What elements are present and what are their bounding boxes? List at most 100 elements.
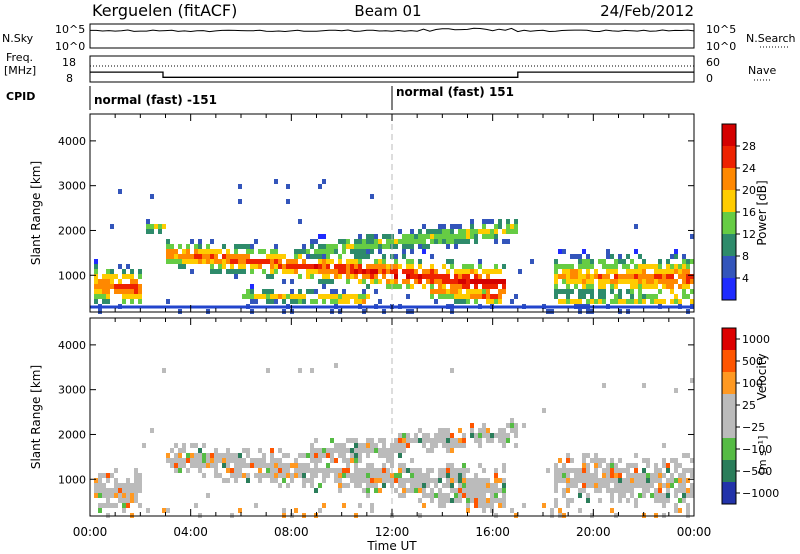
power-cell-352	[338, 299, 342, 304]
velocity-cell-347	[366, 463, 370, 468]
velocity-cell-610	[486, 438, 490, 443]
power-cell-549	[430, 279, 434, 284]
velocity-cell-338	[362, 448, 366, 453]
power-cell-12	[98, 294, 102, 299]
velocity-cell-33	[118, 483, 122, 488]
power-cell-796	[582, 264, 586, 269]
power-cell-346	[338, 254, 342, 259]
power-cell-921	[646, 294, 650, 299]
power-cell-315	[322, 284, 326, 289]
velocity-cell-614	[486, 498, 490, 503]
velocity-cell-644	[502, 463, 506, 468]
power-cell-753	[558, 299, 562, 304]
velocity-cell-244	[310, 453, 314, 458]
power-cell-194	[258, 249, 262, 254]
velocity-cell-853	[662, 463, 666, 468]
velocity-cell-517	[446, 478, 450, 483]
power-cell-301	[318, 264, 322, 269]
power-cell-658	[474, 269, 478, 274]
velocity-cell-94	[190, 443, 194, 448]
power-cell-372	[350, 249, 354, 254]
velocity-cell-55	[134, 473, 138, 478]
power-cell-889	[630, 289, 634, 294]
velocity-cell-672	[554, 468, 558, 473]
velocity-cell-302	[342, 483, 346, 488]
power-cell-838	[602, 289, 606, 294]
velocity-cell-191	[270, 473, 274, 478]
power-cell-292	[314, 269, 318, 274]
velocity-cell-164	[246, 473, 250, 478]
power-cell-173	[246, 249, 250, 254]
power-cell-328	[330, 249, 334, 254]
power-cell-106	[190, 239, 194, 244]
velocity-cell-313	[350, 453, 354, 458]
velocity-cell-369	[374, 483, 378, 488]
power-cell-140	[218, 269, 222, 274]
velocity-cell-118	[210, 453, 214, 458]
velocity-cell-323	[354, 468, 358, 473]
power-cell-116	[198, 249, 202, 254]
velocity-cell-433	[406, 478, 410, 483]
power-cell-54	[130, 274, 134, 279]
velocity-cell-157	[242, 448, 246, 453]
velocity-cell-479	[430, 478, 434, 483]
velocity-cell-848	[658, 488, 662, 493]
velocity-cell-71	[166, 453, 170, 458]
velocity-cell-695	[566, 473, 570, 478]
velocity-cell-722	[582, 483, 586, 488]
velocity-cell-594	[478, 493, 482, 498]
power-cell-428	[370, 274, 374, 279]
velocity-cell-194	[274, 463, 278, 468]
power-cell-483	[398, 264, 402, 269]
velocity-cell-389	[386, 458, 390, 463]
power-cell-567	[438, 284, 442, 289]
power-colorbar-label-6: 28	[742, 140, 756, 153]
velocity-cell-680	[558, 468, 562, 473]
velocity-cell-106	[198, 463, 202, 468]
power-cell-820	[590, 294, 594, 299]
power-cell-832	[598, 299, 602, 304]
power-cell-382	[354, 259, 358, 264]
power-cell-895	[634, 269, 638, 274]
power-cell-486	[402, 234, 406, 239]
velocity-cell-616	[490, 433, 494, 438]
velocity-cell-84	[178, 458, 182, 463]
velocity-cell-67	[146, 508, 150, 513]
power-cell-110	[194, 244, 198, 249]
velocity-cell-824	[642, 493, 646, 498]
velocity-cell-867	[670, 458, 674, 463]
power-cell-936	[658, 264, 662, 269]
power-cell-519	[414, 279, 418, 284]
velocity-cell-651	[502, 503, 506, 508]
power-cell-122	[206, 244, 210, 249]
power-cell-349	[338, 269, 342, 274]
velocity-cell-665	[522, 503, 526, 508]
power-cell-185	[250, 289, 254, 294]
power-cell-582	[446, 239, 450, 244]
power-cell-312	[322, 269, 326, 274]
power-cell-956	[670, 269, 674, 274]
power-cell-148	[226, 269, 230, 274]
velocity-cell-15	[102, 503, 106, 508]
velocity-cell-171	[254, 503, 258, 508]
power-cell-493	[406, 234, 410, 239]
power-cell-863	[618, 254, 622, 259]
velocity-cell-420	[402, 438, 406, 443]
power-cell-844	[606, 269, 610, 274]
velocity-cell-328	[358, 443, 362, 448]
power-cell-694	[490, 234, 494, 239]
velocity-cell-9	[98, 503, 102, 508]
power-cell-498	[406, 269, 410, 274]
power-cell-413	[366, 244, 370, 249]
velocity-cell-162	[246, 453, 250, 458]
power-cell-827	[598, 274, 602, 279]
velocity-cell-391	[386, 473, 390, 478]
velocity-cell-427	[402, 488, 406, 493]
power-cell-249	[290, 289, 294, 294]
power-cell-909	[642, 259, 646, 264]
velocity-cell-263	[318, 483, 322, 488]
power-colorbar-label-4: 20	[742, 184, 756, 197]
velocity-cell-315	[350, 473, 354, 478]
velocity-cell-893	[682, 493, 686, 498]
